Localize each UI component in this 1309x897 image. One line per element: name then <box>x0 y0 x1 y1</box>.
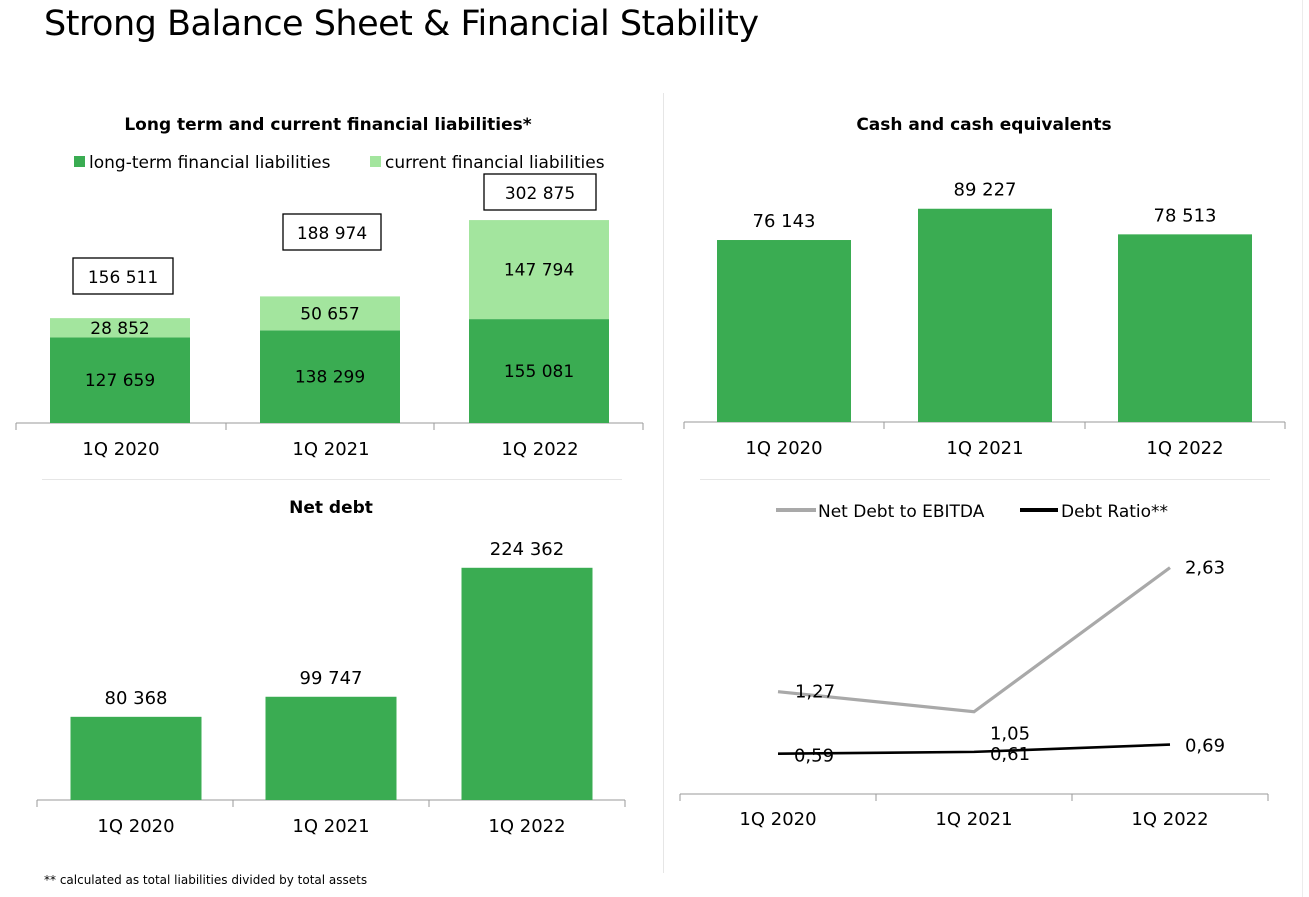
data-label: 138 299 <box>295 368 365 388</box>
data-label: 0,69 <box>1185 736 1225 757</box>
legend-label: current financial liabilities <box>385 153 605 173</box>
data-label: 1,27 <box>795 682 835 703</box>
bar <box>717 240 851 422</box>
data-label: 127 659 <box>85 371 155 391</box>
liabilities-chart: Long term and current financial liabilit… <box>15 115 644 460</box>
legend-swatch <box>74 156 85 167</box>
data-label: 0,59 <box>794 746 834 767</box>
category-label: 1Q 2020 <box>745 438 822 459</box>
legend-swatch <box>370 156 381 167</box>
bar <box>1118 234 1252 422</box>
horizontal-divider-left <box>42 479 622 480</box>
bar <box>461 567 593 800</box>
category-label: 1Q 2021 <box>292 439 369 460</box>
legend-label: long-term financial liabilities <box>89 153 331 173</box>
category-label: 1Q 2022 <box>488 816 565 837</box>
category-label: 1Q 2020 <box>97 816 174 837</box>
total-box <box>282 213 382 251</box>
horizontal-divider-right <box>700 479 1270 480</box>
series-line <box>777 566 1171 714</box>
bar-segment <box>260 330 400 423</box>
chart-title: Cash and cash equivalents <box>856 115 1111 135</box>
category-label: 1Q 2020 <box>82 439 159 460</box>
category-label: 1Q 2021 <box>292 816 369 837</box>
data-label: 50 657 <box>300 304 359 324</box>
cash-chart: Cash and cash equivalents 76 143 1Q 2020 89… <box>683 115 1286 459</box>
bar <box>918 208 1052 422</box>
data-label: 78 513 <box>1154 205 1217 226</box>
data-label: 224 362 <box>490 539 564 560</box>
data-label: 147 794 <box>504 261 574 281</box>
series-line <box>777 743 1171 755</box>
category-label: 1Q 2022 <box>501 439 578 460</box>
bar-segment <box>50 318 190 338</box>
net-debt-chart: Net debt 80 368 1Q 2020 99 747 1Q 2021 224 36… <box>36 498 626 837</box>
bar-segment <box>260 296 400 331</box>
bar-segment <box>50 337 190 423</box>
data-label: 2,63 <box>1185 558 1225 579</box>
category-label: 1Q 2020 <box>739 809 816 830</box>
legend-label: Debt Ratio** <box>1061 502 1168 522</box>
category-label: 1Q 2021 <box>935 809 1012 830</box>
category-label: 1Q 2021 <box>946 438 1023 459</box>
total-box <box>483 173 597 211</box>
total-label: 156 511 <box>88 268 158 288</box>
bar <box>265 696 397 800</box>
chart-title: Long term and current financial liabilit… <box>124 115 531 135</box>
vertical-divider <box>663 93 664 873</box>
data-label: 0,61 <box>990 744 1030 765</box>
category-label: 1Q 2022 <box>1131 809 1208 830</box>
footnote: ** calculated as total liabilities divid… <box>44 873 368 887</box>
data-label: 99 747 <box>300 668 363 689</box>
chart-title: Net debt <box>289 498 373 518</box>
data-label: 76 143 <box>753 211 816 232</box>
data-label: 155 081 <box>504 362 574 382</box>
data-label: 89 227 <box>954 180 1017 201</box>
total-label: 302 875 <box>505 184 575 204</box>
bar <box>70 716 202 800</box>
bar-segment <box>469 319 609 423</box>
data-label: 28 852 <box>90 319 149 339</box>
page-title: Strong Balance Sheet & Financial Stabili… <box>44 4 759 44</box>
category-label: 1Q 2022 <box>1146 438 1223 459</box>
total-box <box>72 257 174 295</box>
bar-segment <box>469 220 609 320</box>
legend-label: Net Debt to EBITDA <box>818 502 985 522</box>
data-label: 1,05 <box>990 724 1030 745</box>
right-edge-line <box>1302 0 1303 897</box>
data-label: 80 368 <box>105 688 168 709</box>
total-label: 188 974 <box>297 224 367 244</box>
